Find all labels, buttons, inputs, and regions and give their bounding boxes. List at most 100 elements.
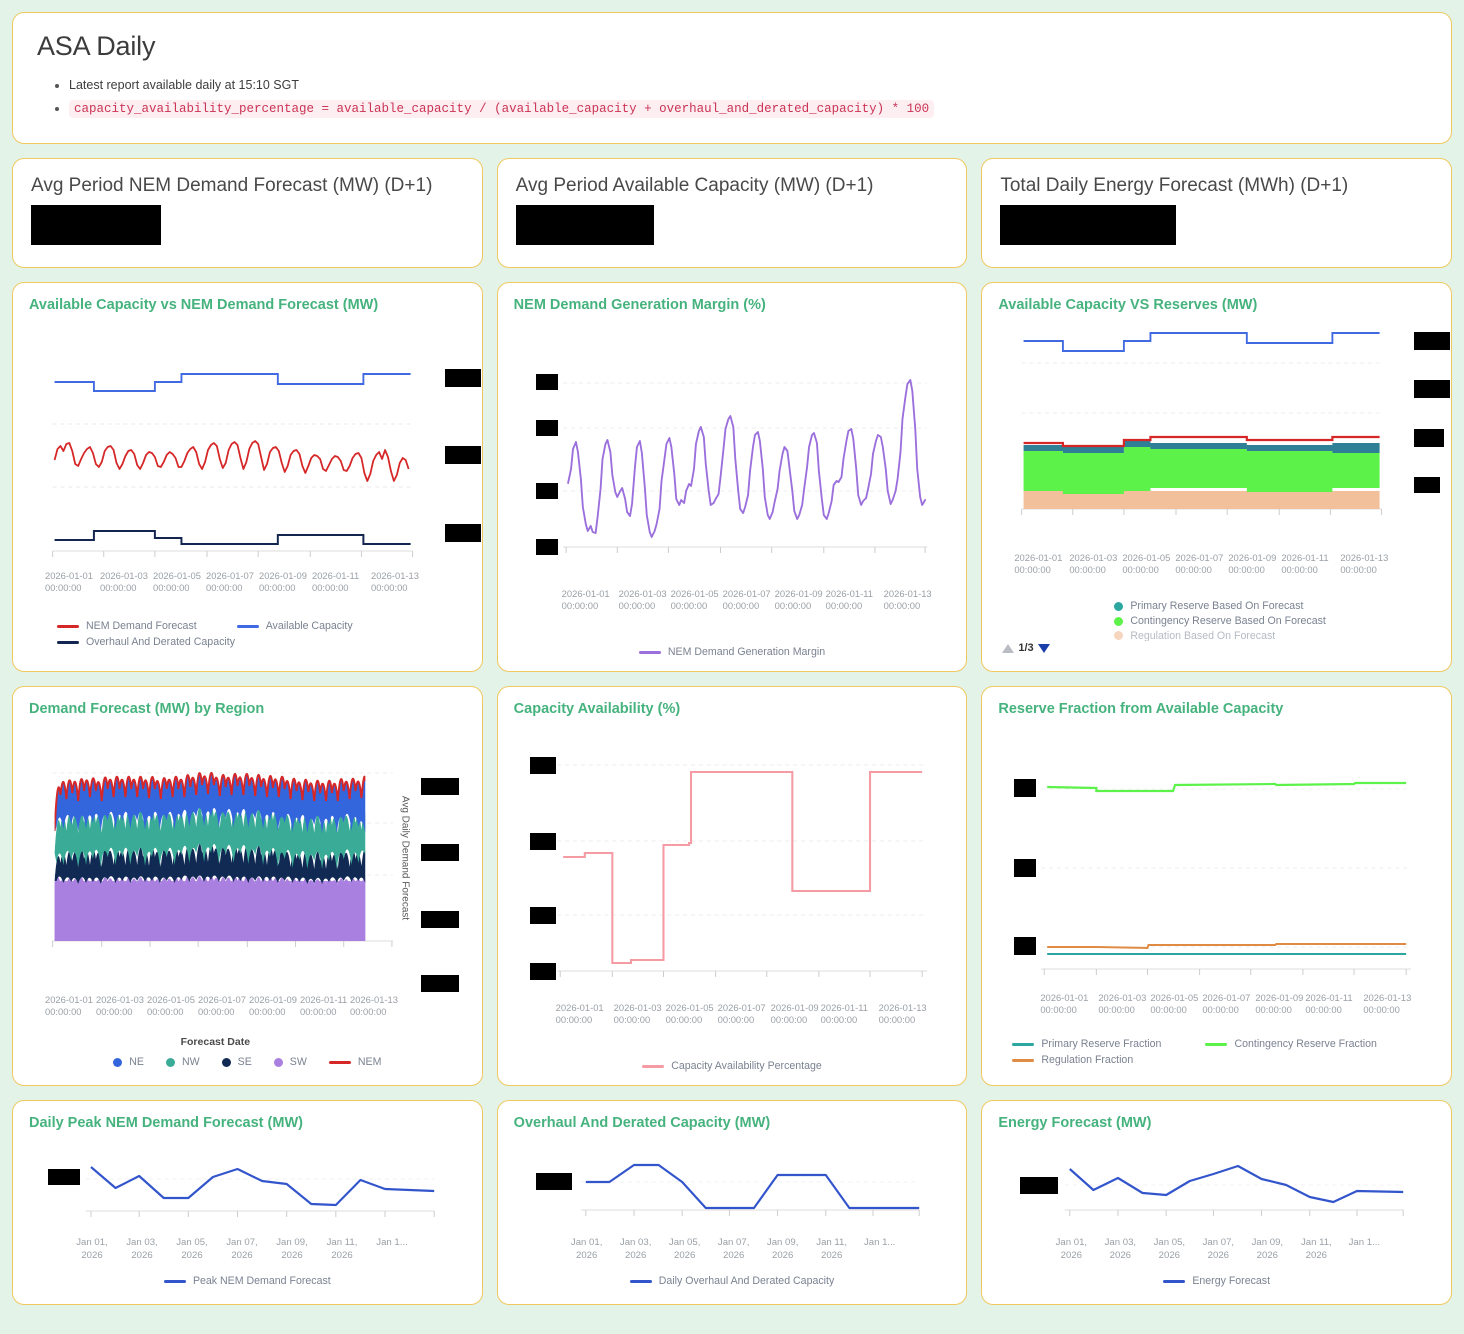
pager-up-icon[interactable] <box>1002 643 1015 653</box>
x-axis-tick-labels: 2026-01-01 00:00:00 2026-01-03 00:00:00 … <box>998 992 1435 1036</box>
legend-item[interactable]: Peak NEM Demand Forecast <box>163 1275 331 1287</box>
x-tick: 2026-01-01 00:00:00 <box>45 570 93 593</box>
chart-card-energy-forecast: Energy Forecast (MW) <box>981 1100 1453 1306</box>
x-axis-tick-labels: 2026-01-01 00:00:00 2026-01-03 00:00:00 … <box>514 1002 951 1046</box>
legend-label: Overhaul And Derated Capacity <box>86 636 235 649</box>
x-tick: 2026-01-07 00:00:00 <box>1175 552 1224 575</box>
legend-item[interactable]: SE <box>221 1056 252 1069</box>
x-tick: Jan 05, 2026 <box>176 1237 208 1261</box>
legend-item[interactable]: NE <box>113 1056 144 1068</box>
legend-item[interactable]: NEM Demand Generation Margin <box>638 646 826 659</box>
legend-item[interactable]: NEM <box>328 1056 381 1068</box>
plot-area[interactable] <box>29 1137 466 1237</box>
x-tick: Jan 11, 2026 <box>1300 1237 1332 1261</box>
legend-item[interactable]: Contingency Reserve Fraction <box>1205 1038 1377 1050</box>
y-tick-redacted <box>1014 859 1037 878</box>
x-tick: Jan 09, 2026 <box>276 1237 308 1261</box>
plot-area[interactable] <box>998 723 1435 991</box>
y-tick-redacted <box>529 907 556 925</box>
x-tick: Jan 11, 2026 <box>816 1237 848 1261</box>
x-tick: 2026-01-13 00:00:00 <box>878 1002 927 1025</box>
legend-swatch-line <box>1012 1043 1035 1046</box>
legend-item[interactable]: Energy Forecast <box>1163 1275 1270 1287</box>
chart-card-nem-demand-generation-margin: NEM Demand Generation Margin (%) <box>496 282 968 673</box>
daily-peak-svg <box>86 1166 435 1218</box>
legend-swatch-line <box>1205 1043 1228 1046</box>
y-tick-redacted <box>421 844 459 862</box>
legend-label: Contingency Reserve Fraction <box>1234 1038 1377 1051</box>
capacity-availability-svg <box>556 764 927 978</box>
legend-item[interactable]: Capacity Availability Percentage <box>642 1060 822 1072</box>
plot-area[interactable] <box>514 319 951 587</box>
pager-down-icon[interactable] <box>1037 643 1050 653</box>
legend-item[interactable]: NW <box>165 1056 200 1068</box>
x-tick: 2026-01-05 00:00:00 <box>1122 552 1171 575</box>
x-tick: 2026-01-09 00:00:00 <box>259 570 307 593</box>
legend-item[interactable]: SW <box>273 1056 307 1069</box>
x-tick: 2026-01-05 00:00:00 <box>670 588 719 611</box>
demand-by-region-svg <box>52 772 393 948</box>
x-tick: 2026-01-03 00:00:00 <box>96 994 144 1017</box>
legend-item[interactable]: NEM Demand Forecast <box>57 620 197 632</box>
legend-pager[interactable]: 1/3 <box>998 642 1435 654</box>
legend-label: Energy Forecast <box>1192 1275 1271 1288</box>
plot-area[interactable] <box>29 319 481 569</box>
y-tick-redacted <box>445 369 481 388</box>
chart-title: Available Capacity vs NEM Demand Forecas… <box>29 297 379 314</box>
x-tick: 2026-01-05 00:00:00 <box>665 1002 714 1025</box>
plot-area[interactable] <box>514 1137 951 1237</box>
legend-item[interactable]: Daily Overhaul And Derated Capacity <box>629 1275 834 1287</box>
pager-count: 1/3 <box>1018 642 1034 655</box>
x-tick: Jan 1... <box>1348 1237 1381 1249</box>
x-tick: 2026-01-11 00:00:00 <box>312 570 360 593</box>
chart-row-3: Daily Peak NEM Demand Forecast (MW) <box>12 1100 1453 1306</box>
x-tick: 2026-01-03 00:00:00 <box>100 570 148 593</box>
chart-legend: Primary Reserve Based On Forecast Contin… <box>998 600 1435 641</box>
plot-area[interactable] <box>998 1137 1435 1237</box>
chart-legend: Daily Overhaul And Derated Capacity <box>514 1275 951 1287</box>
x-tick: 2026-01-01 00:00:00 <box>45 994 93 1017</box>
legend-item[interactable]: Primary Reserve Fraction <box>1012 1038 1161 1050</box>
legend-label: NEM Demand Generation Margin <box>667 646 826 659</box>
legend-item[interactable]: Contingency Reserve Based On Forecast <box>1114 615 1326 627</box>
y-tick-redacted <box>529 833 556 851</box>
plot-area[interactable] <box>514 723 951 1001</box>
legend-label: SE <box>237 1056 252 1069</box>
y-tick-redacted <box>535 1173 572 1191</box>
legend-item[interactable]: Overhaul And Derated Capacity <box>57 636 462 648</box>
legend-swatch-dot <box>1114 631 1124 641</box>
kpi-value-redacted <box>1000 205 1177 246</box>
y-tick-redacted <box>535 539 558 556</box>
x-tick: 2026-01-11 00:00:00 <box>1281 552 1329 575</box>
plot-area[interactable]: Avg Daily Demand Forecast <box>29 723 466 993</box>
y-tick-redacted <box>1414 477 1441 494</box>
overhaul-svg <box>580 1164 920 1217</box>
legend-swatch-line <box>328 1061 351 1064</box>
legend-label: Contingency Reserve Based On Forecast <box>1130 615 1326 628</box>
bullet-formula: capacity_availability_percentage = avail… <box>69 97 1429 121</box>
chart-card-reserve-fraction: Reserve Fraction from Available Capacity <box>981 686 1453 1087</box>
y-tick-redacted <box>1014 937 1037 956</box>
x-tick: 2026-01-07 00:00:00 <box>717 1002 766 1025</box>
x-axis-label: Forecast Date <box>180 1036 251 1049</box>
plot-area[interactable] <box>998 319 1451 551</box>
legend-item[interactable]: Regulation Based On Forecast <box>1114 630 1275 641</box>
x-axis-tick-labels: Jan 01, 2026 Jan 03, 2026 Jan 05, 2026 J… <box>998 1237 1435 1271</box>
legend-label: SW <box>289 1056 307 1069</box>
header-bullet-list: Latest report available daily at 15:10 S… <box>35 74 1429 121</box>
legend-swatch-line <box>1012 1059 1035 1062</box>
legend-label: Regulation Fraction <box>1041 1054 1134 1067</box>
chart-title: Energy Forecast (MW) <box>998 1115 1152 1132</box>
x-tick: 2026-01-07 00:00:00 <box>198 994 246 1017</box>
x-tick: 2026-01-03 00:00:00 <box>618 588 667 611</box>
x-tick: Jan 1... <box>863 1237 896 1249</box>
legend-item[interactable]: Available Capacity <box>236 620 353 632</box>
y-tick-redacted <box>1014 779 1037 798</box>
legend-swatch-line <box>629 1280 652 1283</box>
legend-item[interactable]: Regulation Fraction <box>1012 1054 1431 1066</box>
header-card: ASA Daily Latest report available daily … <box>12 12 1452 145</box>
x-tick: Jan 09, 2026 <box>766 1237 799 1261</box>
legend-item[interactable]: Primary Reserve Based On Forecast <box>1114 600 1303 612</box>
legend-swatch-line <box>163 1280 186 1283</box>
x-tick: 2026-01-09 00:00:00 <box>770 1002 819 1025</box>
